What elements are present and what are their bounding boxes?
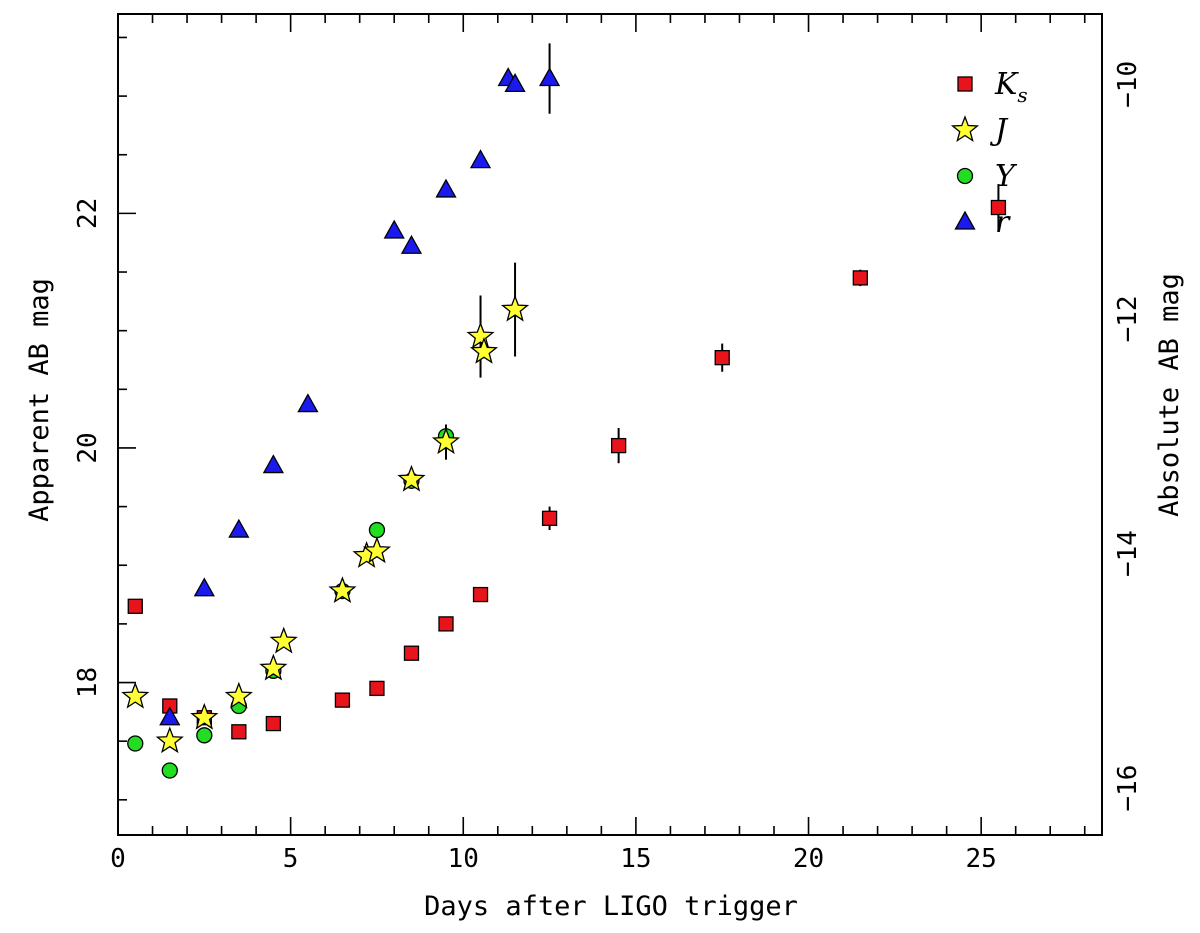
data-point-ks	[127, 598, 143, 614]
x-axis-title: Days after LIGO trigger	[424, 891, 798, 922]
data-point-r	[469, 149, 492, 169]
data-point-ks	[403, 645, 420, 661]
data-point-j	[469, 336, 499, 364]
x-tick-label: 10	[448, 844, 479, 874]
legend: Ks JYr	[950, 67, 1028, 240]
data-point-j	[155, 726, 184, 754]
x-tick-label: 25	[966, 844, 997, 874]
data-point-ks	[990, 199, 1007, 216]
data-point-y	[368, 521, 386, 539]
data-point-j	[466, 321, 495, 349]
legend-label-r: r	[995, 205, 1011, 240]
legend-label-j: J	[989, 113, 1009, 148]
data-point-r	[435, 178, 457, 198]
data-point-ks	[438, 616, 454, 632]
data-point-ks	[265, 715, 282, 732]
data-point-j	[328, 576, 357, 604]
legend-marker-r	[954, 210, 976, 230]
data-point-ks	[541, 510, 558, 526]
data-point-ks	[852, 270, 868, 286]
data-point-j	[269, 626, 298, 654]
x-tick-label: 0	[110, 844, 126, 874]
legend-label-ks: Ks	[994, 67, 1028, 107]
data-point-r	[159, 706, 181, 726]
plot-frame	[117, 13, 1103, 836]
legend-label-y: Y	[995, 159, 1018, 194]
x-tick-label: 20	[793, 844, 824, 874]
y-right-tick-label: −10	[1113, 61, 1143, 108]
data-point-r	[193, 577, 215, 597]
y-right-tick-label: −16	[1113, 765, 1143, 812]
data-point-ks	[334, 692, 351, 708]
y-tick-label: 20	[73, 432, 103, 463]
data-point-r	[383, 219, 405, 239]
y-right-axis-title: Absolute AB mag	[1154, 273, 1185, 517]
y-tick-label: 22	[73, 198, 103, 229]
data-point-ks	[714, 349, 730, 366]
x-tick-label: 5	[283, 844, 299, 874]
data-point-j	[259, 653, 288, 681]
data-point-j	[431, 427, 461, 455]
legend-marker-y	[956, 167, 974, 185]
axes: 0 5 10 15 20 25 18 20 22 −16 −14 −12 −10	[73, 13, 1143, 874]
y-right-tick-label: −12	[1113, 295, 1143, 342]
legend-marker-ks	[957, 76, 973, 92]
data-point-y	[196, 727, 213, 744]
data-point-j	[224, 681, 253, 709]
error-bars	[445, 43, 1000, 531]
data-point-ks	[610, 437, 627, 454]
data-point-ks	[472, 586, 489, 603]
data-point-r	[228, 518, 250, 538]
data-point-y	[127, 735, 144, 752]
data-point-j	[362, 536, 392, 564]
y-right-tick-label: −14	[1113, 530, 1143, 577]
data-markers	[121, 67, 1007, 779]
data-point-r	[504, 73, 526, 93]
data-point-ks	[369, 680, 385, 697]
data-point-j	[500, 294, 530, 322]
data-point-j	[121, 681, 150, 709]
data-point-r	[538, 67, 561, 87]
data-point-j	[190, 702, 219, 730]
data-point-r	[400, 234, 423, 254]
y-axis-title: Apparent AB mag	[24, 278, 55, 522]
x-tick-label: 15	[620, 844, 651, 874]
data-point-r	[297, 393, 319, 413]
data-point-y	[161, 762, 178, 779]
y-tick-label: 18	[73, 667, 103, 698]
legend-marker-j	[950, 115, 980, 143]
data-point-j	[397, 464, 426, 492]
data-point-r	[262, 454, 284, 474]
data-point-ks	[231, 724, 247, 740]
